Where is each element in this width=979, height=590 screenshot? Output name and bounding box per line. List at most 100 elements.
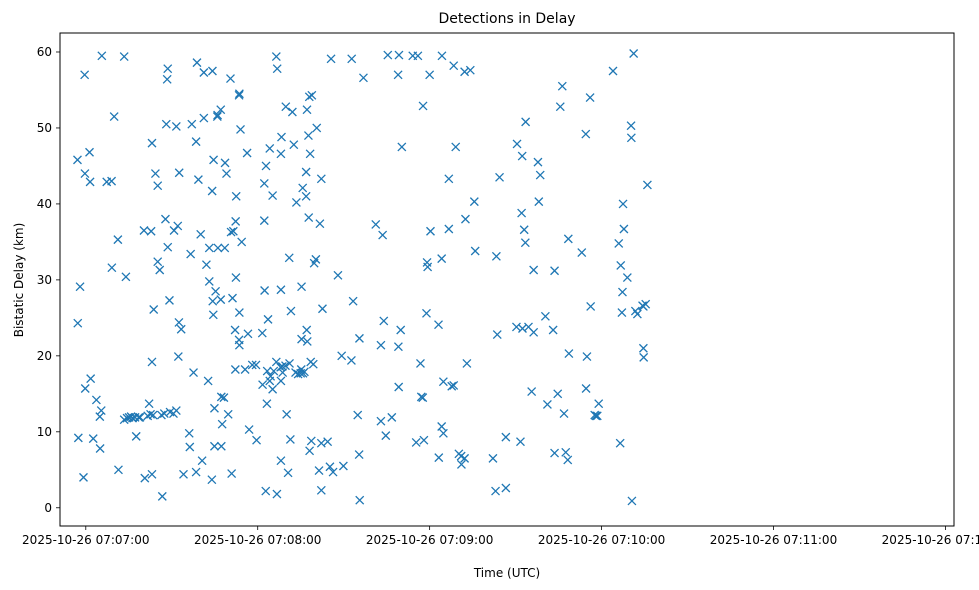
data-point [113, 465, 123, 475]
x-tick-label: 2025-10-26 07:12:00 [882, 533, 979, 547]
data-point [234, 89, 244, 99]
data-point [563, 455, 573, 465]
data-point [144, 399, 154, 409]
data-point [231, 191, 241, 201]
data-point [203, 376, 213, 386]
data-point [527, 387, 537, 397]
data-point [418, 101, 428, 111]
data-point [305, 446, 315, 456]
data-point [85, 177, 95, 187]
data-point [550, 266, 560, 276]
x-tick-label: 2025-10-26 07:10:00 [538, 533, 665, 547]
data-point [413, 51, 423, 61]
data-point [230, 365, 240, 374]
data-point [608, 66, 618, 76]
data-point [134, 412, 144, 422]
data-point [257, 328, 267, 338]
data-point [153, 257, 163, 267]
data-point [207, 475, 217, 485]
data-point [244, 425, 254, 434]
data-point [542, 399, 552, 409]
data-point [277, 132, 286, 142]
data-point [191, 137, 201, 147]
data-point [381, 431, 391, 441]
data-point [209, 403, 219, 413]
data-point [641, 299, 651, 309]
data-point [157, 491, 167, 501]
data-point [231, 273, 241, 283]
data-point [228, 226, 238, 236]
data-point [80, 384, 90, 393]
data-point [346, 355, 356, 365]
data-point [444, 224, 454, 234]
data-point [632, 309, 642, 319]
data-point [629, 49, 639, 58]
data-point [376, 416, 386, 426]
data-point [555, 102, 565, 112]
y-tick-label: 0 [44, 501, 52, 515]
y-tick-label: 20 [37, 349, 52, 363]
data-point [268, 191, 278, 201]
data-point [147, 469, 157, 479]
data-point [276, 376, 286, 386]
data-point [281, 102, 291, 112]
data-point [160, 214, 170, 224]
data-point [581, 129, 591, 139]
data-point [216, 105, 226, 115]
data-point [302, 336, 312, 346]
data-point [517, 208, 527, 218]
data-point [592, 411, 602, 421]
data-point [582, 352, 592, 362]
data-point [337, 351, 347, 361]
data-point [173, 221, 183, 231]
y-tick-label: 60 [37, 45, 52, 59]
data-point [73, 433, 83, 443]
data-markers [73, 49, 652, 506]
data-point [354, 450, 364, 460]
x-axis: 2025-10-26 07:07:00 2025-10-26 07:08:00 20… [22, 526, 979, 547]
data-point [447, 381, 457, 391]
data-point [393, 342, 403, 352]
data-point [307, 90, 317, 100]
data-point [135, 412, 145, 422]
data-point [348, 296, 358, 306]
data-point [109, 112, 119, 122]
data-point [153, 181, 163, 191]
data-point [207, 186, 217, 196]
data-point [314, 466, 324, 476]
data-point [456, 460, 466, 469]
data-point [88, 434, 98, 444]
data-point [305, 149, 315, 159]
data-point [550, 448, 560, 458]
data-point [438, 428, 448, 438]
data-point [95, 444, 105, 453]
data-point [626, 121, 636, 131]
data-point [148, 410, 158, 420]
data-point [297, 334, 307, 344]
data-point [347, 54, 357, 64]
data-point [199, 68, 209, 77]
data-point [449, 381, 459, 390]
data-point [75, 282, 85, 292]
data-point [302, 325, 312, 335]
data-point [557, 81, 567, 91]
data-point [282, 409, 292, 419]
data-point [626, 133, 636, 143]
data-point [585, 93, 595, 103]
data-point [156, 410, 166, 420]
data-point [301, 167, 311, 177]
data-point [242, 148, 252, 158]
data-point [358, 73, 368, 83]
data-point [276, 285, 286, 295]
data-point [533, 157, 543, 167]
data-point [422, 308, 431, 318]
data-point [230, 325, 240, 335]
data-point [91, 395, 101, 405]
data-point [618, 287, 627, 297]
data-point [501, 483, 511, 493]
data-point [96, 406, 106, 415]
data-point [258, 380, 268, 390]
data-point [140, 473, 150, 483]
data-point [179, 469, 188, 479]
